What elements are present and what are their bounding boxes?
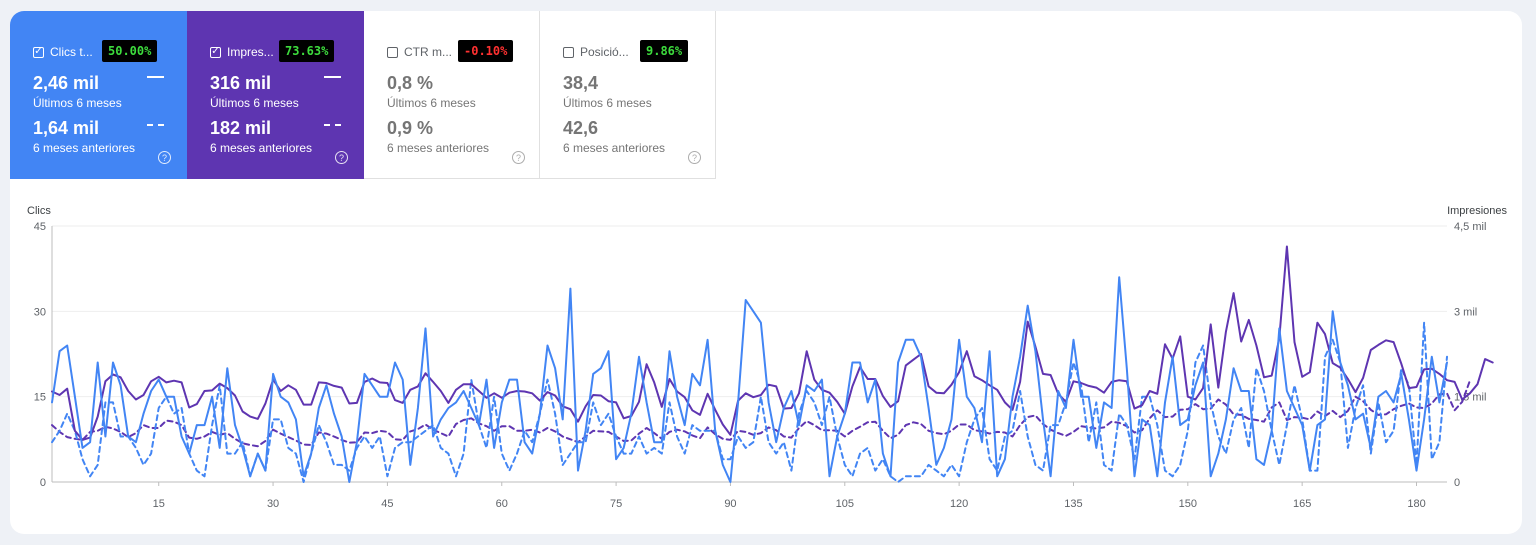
x-tick-label: 180 xyxy=(1407,498,1425,510)
metric-card-impressions[interactable]: ✓ Impres... 73.63% 316 mil Últimos 6 mes… xyxy=(187,11,364,179)
metric-card-clicks[interactable]: ✓ Clics t... 50.00% 2,46 mil Últimos 6 m… xyxy=(10,11,187,179)
legend-dashed-line-icon xyxy=(324,124,341,126)
metric-value-current: 316 mil xyxy=(210,73,272,93)
metric-period-previous: 6 meses anteriores xyxy=(563,141,666,155)
x-tick-label: 30 xyxy=(267,498,279,510)
metric-value-current: 0,8 % xyxy=(387,73,434,93)
checkbox-icon[interactable]: ✓ xyxy=(33,46,44,58)
y-tick-left: 15 xyxy=(34,392,46,404)
y-tick-left: 45 xyxy=(34,221,46,233)
x-tick-label: 90 xyxy=(724,498,736,510)
legend-solid-line-icon xyxy=(324,76,341,78)
y-tick-right: 3 mil xyxy=(1454,306,1477,318)
metric-header: ✓ Clics t... xyxy=(33,40,93,64)
help-circle-icon[interactable]: ? xyxy=(688,151,701,164)
metric-period-current: Últimos 6 meses xyxy=(387,96,476,110)
performance-panel: ✓ Clics t... 50.00% 2,46 mil Últimos 6 m… xyxy=(10,11,1522,534)
chart-grid xyxy=(51,225,1447,483)
checkbox-icon[interactable]: ✓ xyxy=(210,46,221,58)
metric-period-previous: 6 meses anteriores xyxy=(33,141,136,155)
metric-period-current: Últimos 6 meses xyxy=(33,96,122,110)
metric-value-previous: 1,64 mil xyxy=(33,118,100,138)
metric-period-current: Últimos 6 meses xyxy=(563,96,652,110)
metric-value-previous: 42,6 xyxy=(563,118,599,138)
help-circle-icon[interactable]: ? xyxy=(335,151,348,164)
x-tick-label: 45 xyxy=(381,498,393,510)
x-tick-label: 150 xyxy=(1179,498,1197,510)
metric-card-ctr[interactable]: CTR m... -0.10% 0,8 % Últimos 6 meses 0,… xyxy=(364,11,540,179)
help-circle-icon[interactable]: ? xyxy=(512,151,525,164)
metric-value-previous: 0,9 % xyxy=(387,118,434,138)
checkbox-icon[interactable] xyxy=(387,46,398,58)
series-line-impressions-current xyxy=(51,245,1494,441)
x-tick-label: 75 xyxy=(610,498,622,510)
series-line-clicks-previous xyxy=(51,321,1448,483)
legend-solid-line-icon xyxy=(147,76,164,78)
y-axis-left-title: Clics xyxy=(27,205,51,217)
x-tick-label: 15 xyxy=(153,498,165,510)
x-tick-label: 135 xyxy=(1064,498,1082,510)
y-tick-left: 0 xyxy=(40,477,46,489)
metric-period-previous: 6 meses anteriores xyxy=(387,141,490,155)
metric-header: ✓ Impres... xyxy=(210,40,274,64)
metric-label: CTR m... xyxy=(404,45,452,59)
x-tick-label: 60 xyxy=(496,498,508,510)
metric-card-position[interactable]: Posició... 9.86% 38,4 Últimos 6 meses 42… xyxy=(540,11,716,179)
y-tick-right: 0 xyxy=(1454,477,1460,489)
chart-lines xyxy=(51,245,1494,483)
y-axis-right-title: Impresiones xyxy=(1447,205,1507,217)
metric-label: Clics t... xyxy=(50,45,93,59)
change-badge: 50.00% xyxy=(102,40,158,62)
legend-dashed-line-icon xyxy=(147,124,164,126)
y-tick-right: 4,5 mil xyxy=(1454,221,1486,233)
metric-label: Impres... xyxy=(227,45,274,59)
series-line-impressions-previous xyxy=(51,379,1471,448)
x-tick-label: 165 xyxy=(1293,498,1311,510)
change-badge: 73.63% xyxy=(279,40,335,62)
change-badge: 9.86% xyxy=(640,40,689,62)
metric-header: Posició... xyxy=(563,40,629,64)
metric-label: Posició... xyxy=(580,45,629,59)
checkbox-icon[interactable] xyxy=(563,46,574,58)
x-tick-label: 105 xyxy=(836,498,854,510)
series-line-clicks-current xyxy=(51,276,1448,483)
change-badge: -0.10% xyxy=(458,40,514,62)
metric-header: CTR m... xyxy=(387,40,452,64)
y-tick-left: 30 xyxy=(34,306,46,318)
metric-period-previous: 6 meses anteriores xyxy=(210,141,313,155)
metric-cards: ✓ Clics t... 50.00% 2,46 mil Últimos 6 m… xyxy=(10,11,716,179)
metric-value-current: 2,46 mil xyxy=(33,73,100,93)
metric-value-previous: 182 mil xyxy=(210,118,272,138)
help-circle-icon[interactable]: ? xyxy=(158,151,171,164)
x-tick-label: 120 xyxy=(950,498,968,510)
metric-period-current: Últimos 6 meses xyxy=(210,96,299,110)
metric-value-current: 38,4 xyxy=(563,73,599,93)
